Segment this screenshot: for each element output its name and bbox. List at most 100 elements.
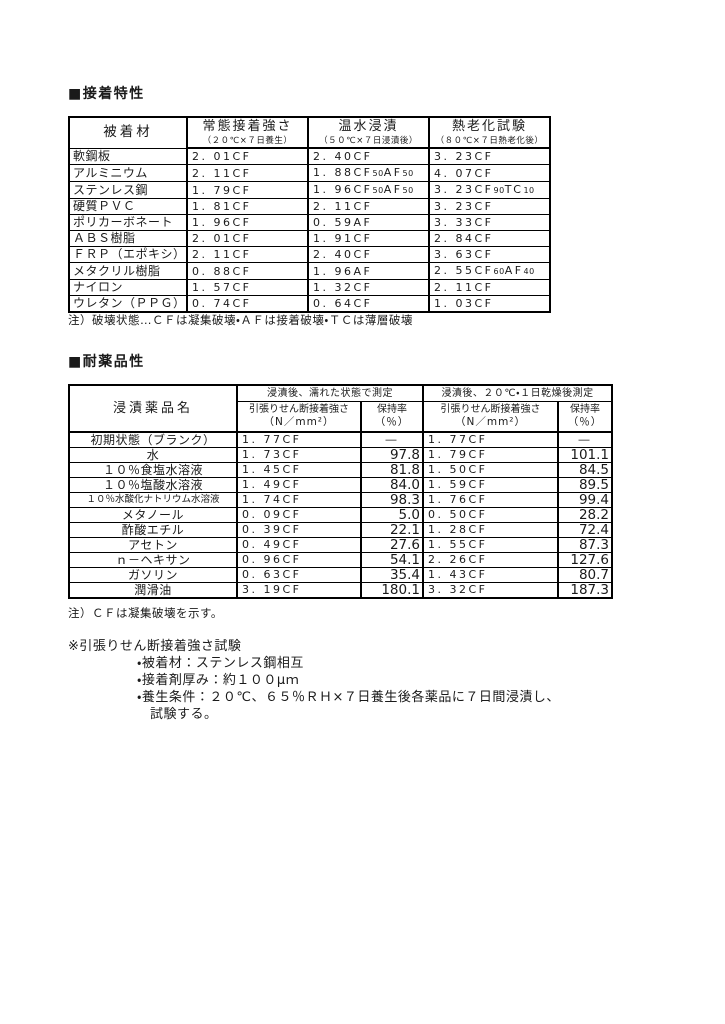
adhesion-note: 注）破壊状態…ＣＦは凝集破壊・ＡＦは接着破壊・ＴＣは薄層破壊 bbox=[68, 313, 413, 327]
strength-value-cell: 0. 49CF bbox=[236, 536, 362, 553]
chemical-section-title: ■耐薬品性 bbox=[68, 354, 145, 370]
retention-value-cell: 27.6 bbox=[360, 536, 424, 553]
strength-value-cell: 1. 55CF bbox=[422, 536, 559, 553]
test-condition-continuation: 試験する。 bbox=[150, 707, 218, 722]
table-row: ステンレス鋼 1. 79CF 1. 96CF50AF50 3. 23CF90TC10 bbox=[68, 181, 551, 199]
col-header-wet-retention: 保持率 （％） bbox=[360, 401, 424, 433]
chemical-name-cell: 初期状態（ブランク） bbox=[68, 431, 238, 448]
wet-strength-unit: （N／mm²） bbox=[263, 416, 335, 429]
retention-value-cell: 72.4 bbox=[556, 521, 614, 538]
strength-value-cell: 0. 88CF bbox=[186, 262, 309, 280]
col-header-wet-strength: 引張りせん断接着強さ （N／mm²） bbox=[236, 401, 362, 433]
chemical-name-cell: ｎ－ヘキサン bbox=[68, 551, 238, 568]
test-conditions-title: ※引張りせん断接着強さ試験 bbox=[68, 639, 242, 654]
retention-value-cell: 127.6 bbox=[556, 551, 614, 568]
table-row: 潤滑油 3. 19CF 180.1 3. 32CF 187.3 bbox=[68, 581, 614, 598]
strength-value-cell: 1. 74CF bbox=[236, 491, 362, 508]
adhesion-table: 被着材 常態接着強さ 温水浸漬 熱老化試験 （２０℃×７日養生） （５０℃×７日… bbox=[68, 116, 551, 313]
strength-value-cell: 1. 49CF bbox=[236, 476, 362, 493]
strength-value-cell: 2. 84CF bbox=[428, 230, 551, 247]
retention-value-cell: 97.8 bbox=[360, 446, 424, 463]
retention-value-cell: ― bbox=[360, 431, 424, 448]
chemical-name-cell: １０％水酸化ナトリウム水溶液 bbox=[68, 491, 238, 508]
table-row: メタクリル樹脂 0. 88CF 1. 96AF 2. 55CF60AF40 bbox=[68, 262, 551, 280]
table-row: １０％水酸化ナトリウム水溶液 1. 74CF 98.3 1. 76CF 99.4 bbox=[68, 491, 614, 508]
strength-value-cell: 2. 01CF bbox=[186, 147, 309, 165]
table-row: ナイロン 1. 57CF 1. 32CF 2. 11CF bbox=[68, 279, 551, 296]
table-row: ｎ－ヘキサン 0. 96CF 54.1 2. 26CF 127.6 bbox=[68, 551, 614, 568]
group-header-wet: 浸漬後、濡れた状態で測定 bbox=[236, 384, 424, 402]
table-row: 軟鋼板 2. 01CF 2. 40CF 3. 23CF bbox=[68, 147, 551, 165]
strength-value-cell: 2. 40CF bbox=[307, 246, 430, 263]
failure-mode-percent: 50 bbox=[372, 169, 384, 178]
strength-value-cell: 1. 96CF50AF50 bbox=[307, 181, 430, 199]
strength-value-cell: 1. 79CF bbox=[186, 181, 309, 199]
material-cell: ポリカーボネート bbox=[68, 214, 188, 231]
strength-value-cell: 1. 28CF bbox=[422, 521, 559, 538]
table-row: ＡＢＳ樹脂 2. 01CF 1. 91CF 2. 84CF bbox=[68, 230, 551, 247]
strength-value-cell: 3. 32CF bbox=[422, 581, 559, 598]
chemical-name-cell: １０％塩酸水溶液 bbox=[68, 476, 238, 493]
wet-strength-label: 引張りせん断接着強さ bbox=[249, 404, 349, 416]
strength-value-cell: 2. 11CF bbox=[307, 198, 430, 215]
strength-value-cell: 1. 96CF bbox=[186, 214, 309, 231]
strength-value-cell: 1. 96AF bbox=[307, 262, 430, 280]
strength-value-cell: 2. 01CF bbox=[186, 230, 309, 247]
strength-value-cell: 2. 55CF60AF40 bbox=[428, 262, 551, 280]
dry-retention-label: 保持率 bbox=[570, 404, 600, 416]
chemical-name-cell: １０％食塩水溶液 bbox=[68, 461, 238, 478]
strength-value-cell: 1. 50CF bbox=[422, 461, 559, 478]
strength-value-cell: 3. 33CF bbox=[428, 214, 551, 231]
retention-value-cell: 5.0 bbox=[360, 506, 424, 523]
strength-value-cell: 4. 07CF bbox=[428, 164, 551, 182]
retention-value-cell: 54.1 bbox=[360, 551, 424, 568]
col-header-warm-water: 温水浸漬 bbox=[307, 116, 430, 135]
material-cell: 軟鋼板 bbox=[68, 147, 188, 165]
chemical-name-cell: アセトン bbox=[68, 536, 238, 553]
chemical-name-cell: 酢酸エチル bbox=[68, 521, 238, 538]
chemical-name-cell: 潤滑油 bbox=[68, 581, 238, 598]
table-row: １０％塩酸水溶液 1. 49CF 84.0 1. 59CF 89.5 bbox=[68, 476, 614, 493]
chemical-name-cell: ガソリン bbox=[68, 566, 238, 583]
strength-value-cell: 0. 50CF bbox=[422, 506, 559, 523]
retention-value-cell: 187.3 bbox=[556, 581, 614, 598]
strength-value-cell: 1. 77CF bbox=[236, 431, 362, 448]
strength-value-cell: 1. 73CF bbox=[236, 446, 362, 463]
retention-value-cell: 89.5 bbox=[556, 476, 614, 493]
strength-value-cell: 1. 59CF bbox=[422, 476, 559, 493]
col-subheader-warm-water: （５０℃×７日浸漬後） bbox=[307, 135, 430, 149]
strength-value-cell: 1. 81CF bbox=[186, 198, 309, 215]
group-header-dry: 浸漬後、２０℃・１日乾燥後測定 bbox=[421, 384, 614, 402]
retention-value-cell: 80.7 bbox=[556, 566, 614, 583]
strength-value-cell: 3. 23CF bbox=[428, 147, 551, 165]
retention-value-cell: 81.8 bbox=[360, 461, 424, 478]
material-cell: ナイロン bbox=[68, 279, 188, 296]
retention-value-cell: 180.1 bbox=[360, 581, 424, 598]
retention-value-cell: 101.1 bbox=[556, 446, 614, 463]
table-row: メタノール 0. 09CF 5.0 0. 50CF 28.2 bbox=[68, 506, 614, 523]
failure-mode-percent: 50 bbox=[402, 186, 414, 195]
retention-value-cell: 84.5 bbox=[556, 461, 614, 478]
material-cell: 硬質ＰＶＣ bbox=[68, 198, 188, 215]
retention-value-cell: ― bbox=[556, 431, 614, 448]
col-header-normal-strength: 常態接着強さ bbox=[186, 116, 309, 135]
strength-value-cell: 1. 03CF bbox=[428, 295, 551, 313]
test-condition-curing: ・養生条件：２０℃、６５％ＲＨ×７日養生後各薬品に７日間浸漬し、 bbox=[137, 690, 560, 705]
dry-strength-label: 引張りせん断接着強さ bbox=[440, 404, 541, 416]
table-row: 水 1. 73CF 97.8 1. 79CF 101.1 bbox=[68, 446, 614, 463]
strength-value-cell: 2. 26CF bbox=[422, 551, 559, 568]
strength-value-cell: 3. 23CF bbox=[428, 198, 551, 215]
test-condition-adherend: ・被着材：ステンレス鋼相互 bbox=[137, 656, 304, 671]
table-row: 初期状態（ブランク） 1. 77CF ― 1. 77CF ― bbox=[68, 431, 614, 448]
table-row: ポリカーボネート 1. 96CF 0. 59AF 3. 33CF bbox=[68, 214, 551, 231]
col-subheader-normal-strength: （２０℃×７日養生） bbox=[186, 135, 309, 149]
strength-value-cell: 1. 91CF bbox=[307, 230, 430, 247]
strength-value-cell: 0. 96CF bbox=[236, 551, 362, 568]
failure-mode-percent: 90 bbox=[493, 186, 505, 195]
strength-value-cell: 1. 45CF bbox=[236, 461, 362, 478]
retention-value-cell: 35.4 bbox=[360, 566, 424, 583]
retention-value-cell: 87.3 bbox=[556, 536, 614, 553]
chemical-table-header: 浸漬薬品名 浸漬後、濡れた状態で測定 浸漬後、２０℃・１日乾燥後測定 引張りせん… bbox=[68, 384, 614, 433]
strength-value-cell: 3. 23CF90TC10 bbox=[428, 181, 551, 199]
